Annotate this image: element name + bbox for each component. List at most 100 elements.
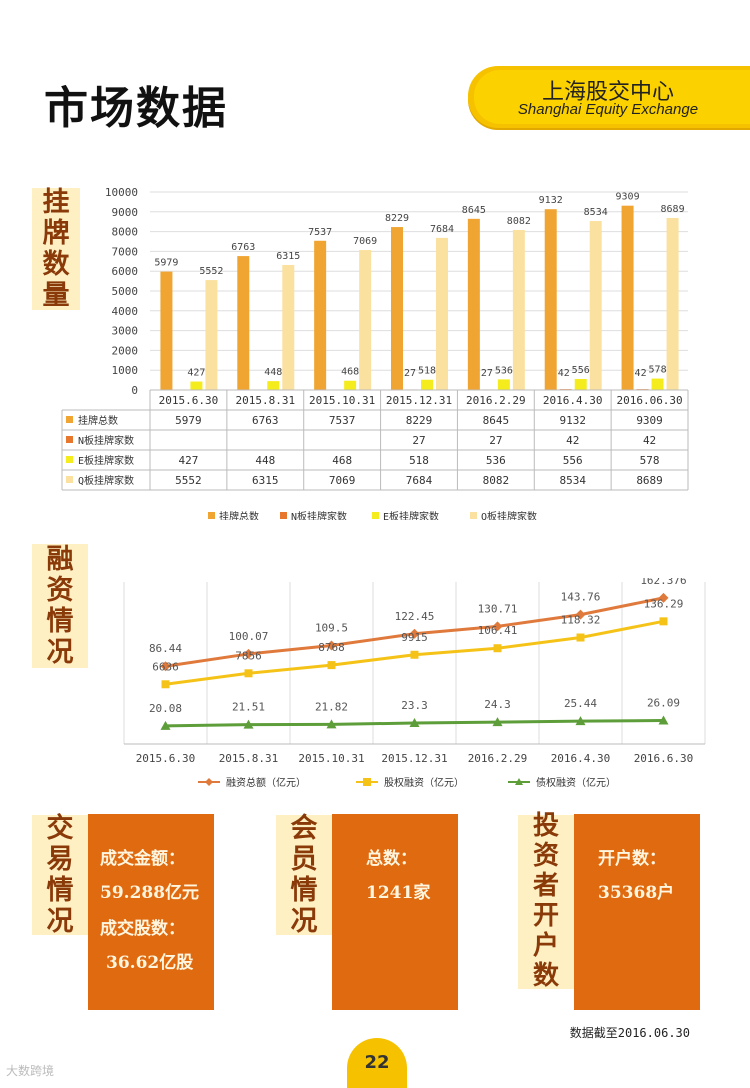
bar-ytick-label: 1000 [112, 364, 139, 377]
section-tag-char: 资 [46, 574, 74, 606]
brand-name-en: Shanghai Equity Exchange [517, 101, 699, 118]
line-data-label: 21.51 [232, 701, 265, 714]
legend-swatch [470, 512, 477, 519]
table-row-label: Q板挂牌家数 [78, 474, 134, 487]
table-cell: 448 [255, 454, 275, 467]
bar-mark [205, 280, 218, 390]
bar-data-label: 518 [418, 366, 436, 377]
section-tag-char: 投 [532, 811, 559, 842]
table-legend-swatch [66, 476, 73, 483]
section-tag-financing: 融资情况 [32, 544, 88, 668]
section-tag-char: 情 [46, 606, 74, 637]
trading-amount-value: 59.288亿元 [100, 883, 200, 903]
bar-data-label: 42 [558, 368, 570, 379]
table-cell: 8689 [636, 474, 663, 487]
table-header-cell: 2015.8.31 [235, 394, 295, 407]
section-tag-char: 者 [532, 871, 559, 902]
bar-data-label: 6315 [276, 251, 300, 262]
table-header-cell: 2016.2.29 [466, 394, 526, 407]
bar-data-label: 578 [649, 365, 667, 376]
line-xtick-label: 2016.4.30 [551, 752, 611, 765]
bar-mark [574, 378, 587, 390]
line-point-marker [160, 661, 171, 672]
line-point-marker [575, 716, 586, 726]
data-date-note: 数据截至2016.06.30 [569, 1026, 690, 1040]
bar-ytick-label: 4000 [112, 305, 139, 318]
table-cell: 9309 [636, 414, 663, 427]
line-point-marker [161, 680, 170, 689]
page-title: 市场数据 [44, 83, 228, 134]
line-xtick-label: 2015.12.31 [381, 752, 447, 765]
table-cell: 556 [563, 454, 583, 467]
bar-data-label: 5979 [154, 258, 178, 269]
bar-data-label: 9309 [616, 192, 640, 203]
table-header-cell: 2015.10.31 [309, 394, 375, 407]
bar-ytick-label: 6000 [112, 265, 139, 278]
legend-label: N板挂牌家数 [291, 510, 347, 520]
section-tag-trading: 交易情况 [32, 812, 88, 937]
bar-data-label: 468 [341, 367, 359, 378]
legend-label: 挂牌总数 [219, 510, 259, 520]
bar-mark [467, 218, 480, 390]
section-tag-char: 情 [46, 875, 74, 906]
line-point-marker [326, 640, 337, 651]
line-point-marker [243, 719, 254, 729]
bar-mark [237, 256, 250, 390]
line-data-label: 6636 [152, 660, 179, 673]
section-tag-char: 开 [532, 901, 559, 931]
watermark: 大数跨境 [6, 1064, 55, 1078]
bar-data-label: 9132 [539, 195, 563, 206]
trading-box: 成交金额： 59.288亿元 成交股数： 36.62亿股 [88, 814, 214, 1010]
line-data-label: 24.3 [484, 698, 511, 711]
trading-amount-label: 成交金额： [100, 849, 185, 869]
line-data-label: 25.44 [564, 697, 597, 710]
line-point-marker [410, 650, 419, 659]
table-cell: 536 [486, 454, 506, 467]
line-data-label: 136.29 [644, 597, 684, 610]
bar-mark [497, 379, 510, 390]
legend-swatch [208, 512, 215, 519]
table-cell: 5979 [175, 414, 202, 427]
line-point-marker [327, 661, 336, 670]
line-data-label: 20.08 [149, 702, 182, 715]
line-data-label: 7856 [235, 649, 262, 662]
bar-mark [267, 381, 280, 390]
page-number: 22 [347, 1038, 407, 1088]
bar-data-label: 6763 [231, 242, 255, 253]
bar-ytick-label: 10000 [105, 186, 138, 199]
bar-mark [391, 227, 403, 390]
line-data-label: 106.41 [478, 624, 518, 637]
line-xtick-label: 2015.10.31 [298, 752, 364, 765]
investors-accounts-value: 35368户 [598, 883, 675, 903]
trading-shares-value: 36.62亿股 [106, 953, 194, 973]
legend-label: 股权融资（亿元） [384, 776, 464, 789]
section-tag-char: 交 [46, 812, 74, 844]
table-cell: 42 [566, 434, 579, 447]
bar-data-label: 8229 [385, 213, 409, 224]
bar-mark [359, 250, 372, 390]
bar-data-label: 427 [187, 368, 205, 379]
bar-ytick-label: 7000 [112, 245, 139, 258]
bar-mark [190, 381, 203, 390]
members-box: 总数： 1241家 [332, 814, 458, 1010]
line-xtick-label: 2016.2.29 [468, 752, 528, 765]
bar-mark [436, 237, 448, 390]
bar-ytick-label: 9000 [112, 206, 139, 219]
line-point-marker [244, 669, 253, 678]
table-legend-swatch [66, 456, 73, 463]
section-tag-char: 况 [46, 637, 74, 669]
line-data-label: 143.76 [561, 591, 601, 604]
bar-ytick-label: 0 [131, 384, 138, 397]
listing-bar-chart: 0 1000 2000 3000 4000 5000 6000 7000 8000 9000 100… [61, 186, 689, 520]
bar-data-label: 8082 [507, 216, 531, 227]
table-cell: 468 [332, 454, 352, 467]
line-data-label: 26.09 [647, 697, 680, 710]
line-xtick-label: 2016.6.30 [634, 752, 694, 765]
bar-mark [282, 264, 295, 390]
table-header-cell: 2015.12.31 [386, 394, 452, 407]
legend-swatch [372, 512, 379, 519]
line-data-label: 23.3 [401, 699, 428, 712]
section-tag-char: 融 [46, 543, 74, 575]
members-total-label: 总数： [366, 849, 417, 869]
table-cell: 7069 [329, 474, 356, 487]
